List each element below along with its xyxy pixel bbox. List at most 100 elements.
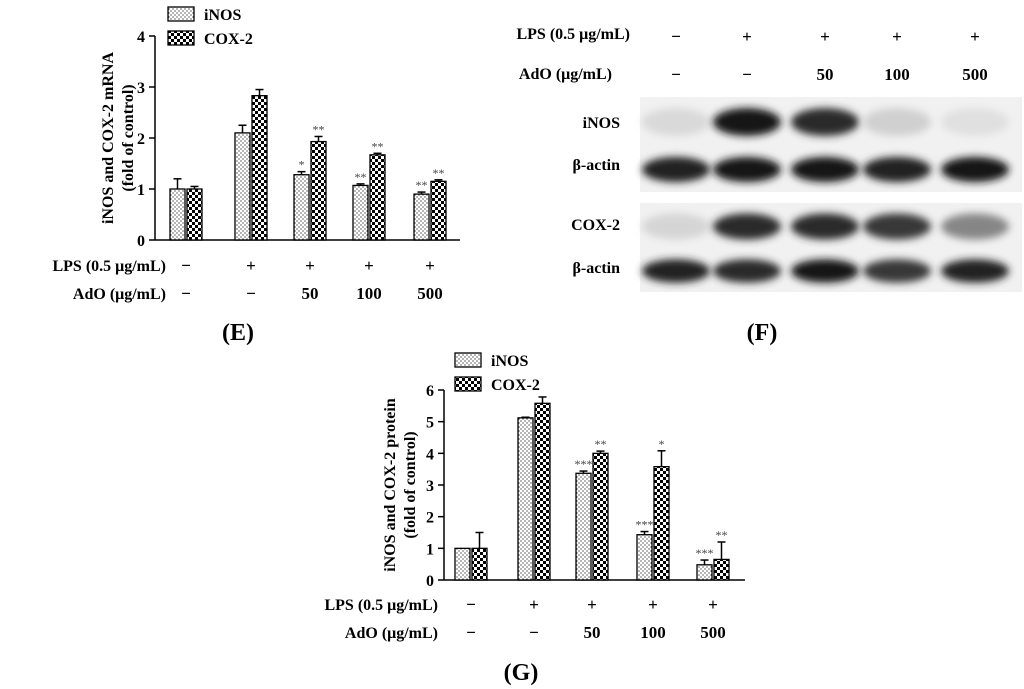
y-axis-label-unit: (fold of control) — [402, 431, 419, 538]
y-axis-label-unit: (fold of control) — [120, 84, 137, 191]
bar-inos — [517, 417, 534, 581]
lps-value: + — [587, 595, 597, 614]
blot-band — [791, 156, 859, 183]
bar-cox-2 — [713, 558, 730, 581]
ado-value: − — [181, 284, 191, 303]
bar-inos — [696, 564, 713, 581]
chart-panel-e: 0 1 2 3 4 iNOS and COX-2 mRNA (fold of control… — [52, 6, 460, 303]
chart-panel-g: 0 1 2 3 4 5 6 iNOS and COX-2 protein (fold of co… — [324, 352, 745, 642]
significance-mark: ** — [595, 437, 607, 451]
lps-label: LPS (0.5 μg/mL) — [52, 258, 166, 275]
western-blot-panel-f: LPS (0.5 μg/mL) AdO (μg/mL) − + + + + − − 50 100 50… — [516, 26, 1022, 292]
bar-cox-2 — [534, 402, 551, 581]
y-axis-label: iNOS and COX-2 mRNA — [100, 52, 117, 224]
y-tick-label: 1 — [426, 541, 434, 558]
blot-band — [863, 213, 931, 240]
blot-row-cox2: COX-2 — [571, 203, 1022, 250]
lps-value: + — [305, 256, 315, 275]
significance-mark: ** — [313, 122, 325, 136]
bar-inos — [575, 472, 592, 581]
blot-row-inos: iNOS — [583, 97, 1022, 147]
blot-row-actin: β-actin — [572, 250, 1022, 292]
panel-label-g: (G) — [504, 660, 539, 686]
lps-label: LPS (0.5 μg/mL) — [324, 597, 438, 614]
lps-value: + — [425, 256, 435, 275]
blot-band — [713, 213, 781, 240]
blot-band — [713, 259, 781, 283]
blot-lps-value: + — [820, 27, 830, 46]
ado-value: 50 — [302, 284, 319, 303]
significance-mark: *** — [636, 518, 654, 532]
blot-band — [941, 213, 1009, 240]
y-tick-label: 3 — [426, 478, 434, 495]
blot-ado-label: AdO (μg/mL) — [519, 66, 612, 83]
significance-mark: * — [659, 437, 665, 451]
blot-row-label: β-actin — [572, 260, 620, 277]
legend-swatch-cox-2 — [454, 376, 482, 392]
significance-mark: ** — [372, 139, 384, 153]
blot-band — [642, 259, 710, 283]
ado-label: AdO (μg/mL) — [73, 286, 166, 303]
blot-lps-value: + — [892, 27, 902, 46]
blot-band — [863, 259, 931, 283]
blot-row-label: β-actin — [572, 157, 620, 174]
ado-value: 500 — [700, 623, 726, 642]
significance-mark: * — [299, 158, 305, 172]
legend-swatch-inos — [167, 6, 195, 22]
blot-row-label: iNOS — [583, 115, 620, 132]
blot-band — [941, 156, 1009, 183]
y-tick-label: 2 — [137, 131, 145, 148]
y-axis-label: iNOS and COX-2 protein — [382, 398, 399, 572]
legend-label-inos: iNOS — [491, 353, 528, 370]
significance-mark: *** — [696, 546, 714, 560]
bar-inos — [234, 132, 251, 241]
panel-label-e: (E) — [222, 320, 254, 346]
blot-lps-value: + — [970, 27, 980, 46]
lps-value: − — [466, 595, 476, 614]
blot-band — [713, 108, 781, 136]
y-tick-label: 4 — [137, 29, 145, 46]
blot-band — [863, 108, 931, 136]
bar-inos — [636, 534, 653, 581]
significance-mark: ** — [355, 170, 367, 184]
lps-value: + — [708, 595, 718, 614]
blot-band — [941, 108, 1009, 136]
bar-cox-2 — [186, 188, 203, 241]
legend-label-cox-2: COX-2 — [204, 31, 253, 48]
blot-band — [791, 259, 859, 283]
bar-cox-2 — [369, 154, 386, 241]
blot-band — [791, 213, 859, 240]
ado-value: − — [466, 623, 476, 642]
ado-value: 500 — [417, 284, 443, 303]
bar-inos — [293, 174, 310, 241]
lps-value: + — [648, 595, 658, 614]
blot-row-actin: β-actin — [572, 147, 1022, 192]
blot-band — [642, 156, 710, 183]
y-tick-label: 1 — [137, 182, 145, 199]
lps-value: + — [529, 595, 539, 614]
blot-band — [642, 213, 710, 240]
blot-band — [642, 108, 710, 136]
ado-value: − — [529, 623, 539, 642]
ado-value: 100 — [640, 623, 666, 642]
legend-swatch-inos — [454, 352, 482, 368]
blot-ado-value: 50 — [817, 65, 834, 84]
significance-mark: ** — [433, 166, 445, 180]
y-tick-label: 0 — [426, 573, 434, 590]
lps-value: + — [364, 256, 374, 275]
blot-lps-value: + — [742, 27, 752, 46]
bar-inos — [169, 188, 186, 241]
bar-cox-2 — [310, 140, 327, 241]
blot-ado-value: − — [742, 65, 752, 84]
y-tick-label: 5 — [426, 415, 434, 432]
bar-cox-2 — [471, 547, 488, 581]
y-tick-label: 6 — [426, 383, 434, 400]
bar-cox-2 — [251, 95, 268, 241]
blot-lps-value: − — [671, 27, 681, 46]
lps-value: − — [181, 256, 191, 275]
blot-ado-value: 500 — [962, 65, 988, 84]
bar-inos — [352, 184, 369, 241]
legend-swatch-cox-2 — [167, 30, 195, 46]
significance-mark: ** — [416, 178, 428, 192]
